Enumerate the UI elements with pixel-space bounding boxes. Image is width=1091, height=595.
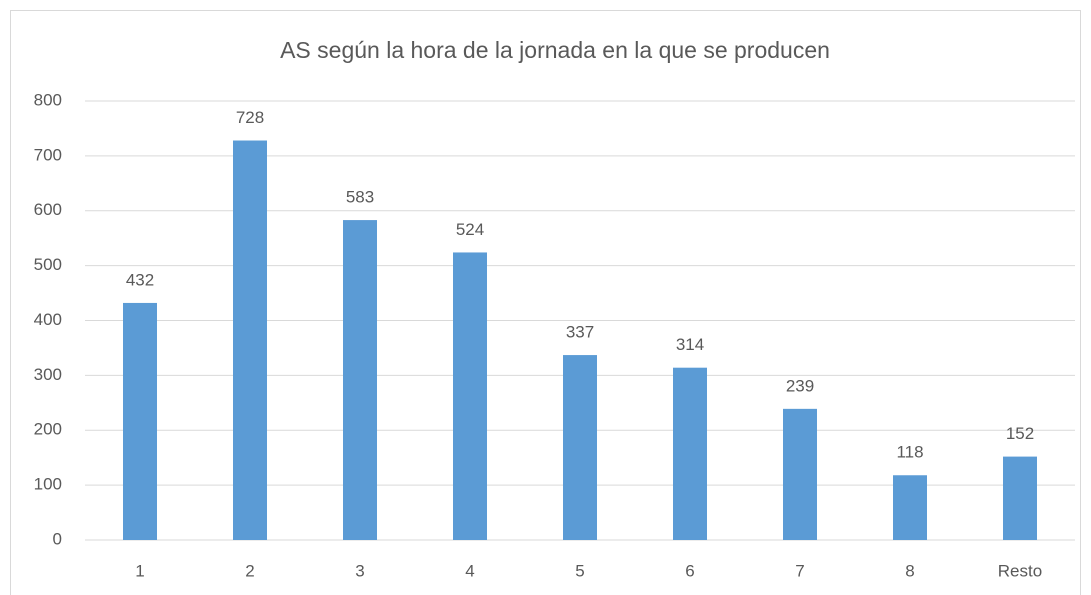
x-tick-label: 5 <box>575 561 584 580</box>
chart-title: AS según la hora de la jornada en la que… <box>280 37 830 63</box>
y-tick-label: 200 <box>34 420 62 439</box>
bar <box>1003 456 1037 540</box>
x-tick-label: 1 <box>135 561 144 580</box>
bar <box>123 302 157 540</box>
y-tick-label: 600 <box>34 200 62 219</box>
y-tick-label: 100 <box>34 475 62 494</box>
bar <box>233 140 267 540</box>
bar <box>783 408 817 540</box>
data-label: 239 <box>786 376 814 395</box>
x-tick-label: 8 <box>905 561 914 580</box>
bar <box>343 220 377 541</box>
bar <box>563 355 597 540</box>
bar <box>673 367 707 540</box>
bar <box>453 252 487 540</box>
y-tick-label: 400 <box>34 310 62 329</box>
y-tick-label: 800 <box>34 90 62 109</box>
x-tick-label: Resto <box>998 561 1042 580</box>
data-label: 432 <box>126 270 154 289</box>
bar <box>893 475 927 540</box>
x-tick-label: 3 <box>355 561 364 580</box>
y-tick-label: 0 <box>53 529 62 548</box>
data-label: 728 <box>236 108 264 127</box>
data-label: 337 <box>566 323 594 342</box>
data-label: 524 <box>456 220 484 239</box>
x-tick-label: 6 <box>685 561 694 580</box>
data-label: 583 <box>346 188 374 207</box>
data-label: 314 <box>676 335 704 354</box>
x-tick-label: 7 <box>795 561 804 580</box>
y-tick-label: 500 <box>34 255 62 274</box>
y-tick-label: 700 <box>34 145 62 164</box>
x-tick-label: 4 <box>465 561 474 580</box>
x-tick-label: 2 <box>245 561 254 580</box>
y-tick-label: 300 <box>34 365 62 384</box>
data-label: 152 <box>1006 424 1034 443</box>
data-label: 118 <box>896 443 923 462</box>
